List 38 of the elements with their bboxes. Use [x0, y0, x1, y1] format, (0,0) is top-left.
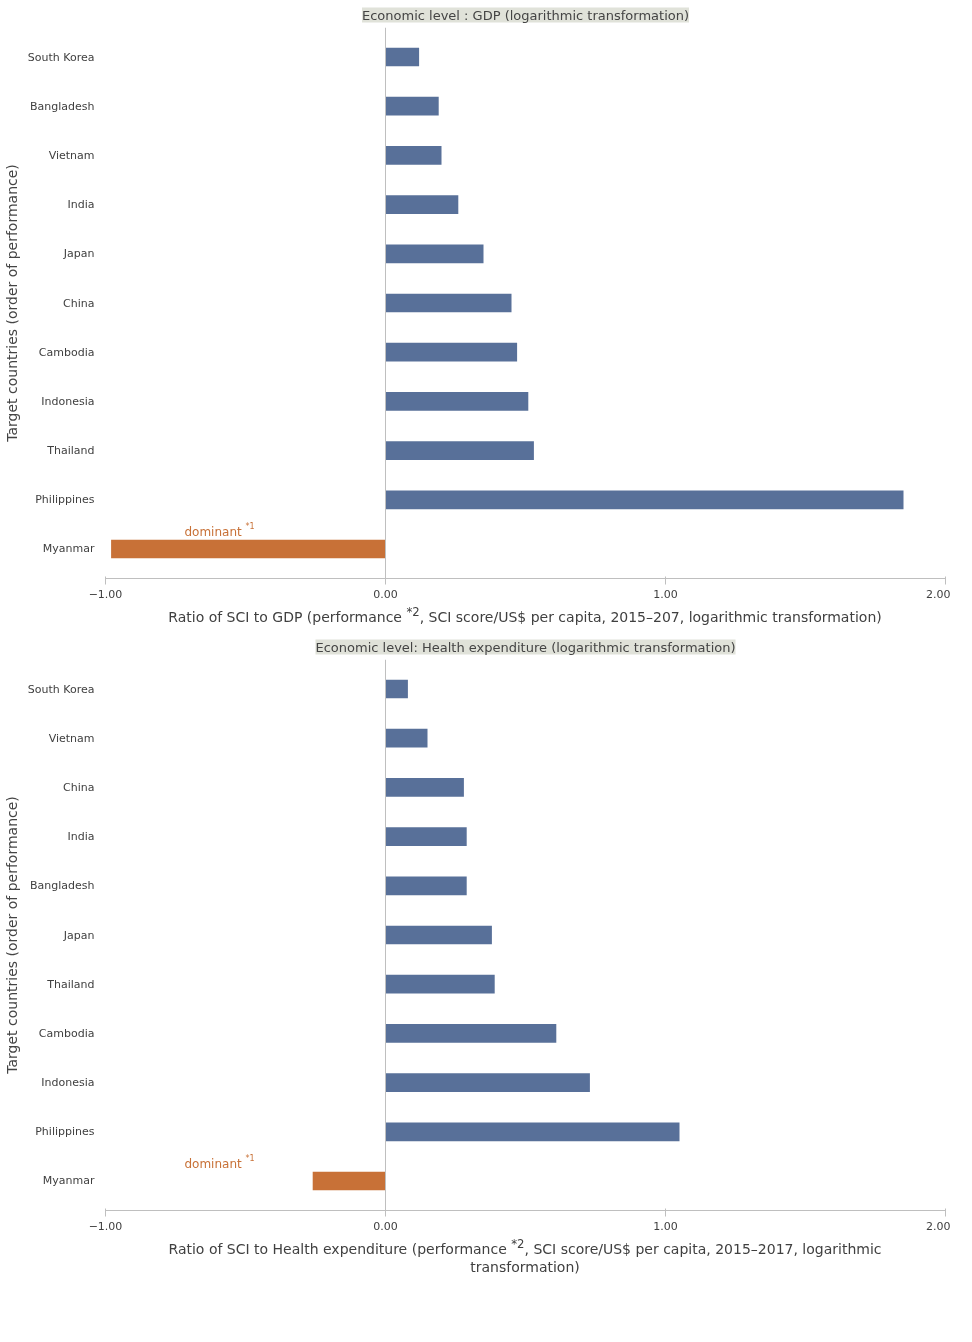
y-tick-label: Vietnam: [48, 148, 95, 162]
y-tick-label: China: [63, 296, 95, 310]
y-tick-label: South Korea: [27, 682, 95, 696]
x-tick-label: 1.00: [653, 1219, 678, 1233]
y-tick-label: Philippines: [35, 1125, 95, 1139]
x-tick-label: 0.00: [373, 587, 398, 601]
y-axis-title: Target countries (order of performance): [3, 796, 20, 1075]
y-tick-label: Indonesia: [41, 394, 95, 408]
x-axis-title: Ratio of SCI to GDP (performance $^{*2}$, SCI score/US$ per capita, 2015–207, logarithmic transformation): [167, 605, 883, 627]
y-tick-label: South Korea: [27, 50, 95, 64]
y-tick-label: Indonesia: [41, 1075, 95, 1089]
y-tick-label: China: [63, 780, 95, 794]
x-axis-title: Ratio of SCI to Health expenditure (performance $^{*2}$, SCI score/US$ per capita, 2015–2017, logarithmic transformation): [167, 1236, 883, 1278]
y-tick-label: India: [67, 198, 95, 212]
y-tick-label: Bangladesh: [30, 879, 95, 893]
y-tick-label: Cambodia: [38, 1026, 95, 1040]
y-tick-label: Japan: [62, 247, 95, 261]
x-tick-label: −1.00: [88, 1219, 123, 1233]
y-tick-label: Myanmar: [42, 1174, 95, 1188]
annotation: dominant *1: [184, 1154, 255, 1171]
x-tick-label: −1.00: [88, 587, 123, 601]
y-tick-label: Cambodia: [38, 345, 95, 359]
annotation: dominant *1: [184, 522, 255, 539]
y-axis-title: Target countries (order of performance): [3, 164, 20, 443]
y-tick-label: Bangladesh: [30, 99, 95, 113]
y-tick-label: Vietnam: [48, 731, 95, 745]
y-tick-label: Thailand: [46, 977, 95, 991]
x-tick-label: 2.00: [926, 587, 951, 601]
chart-title: Economic level : GDP (logarithmic transformation): [361, 7, 690, 23]
y-tick-label: India: [67, 829, 95, 843]
chart-title: Economic level: Health expenditure (logarithmic transformation): [315, 639, 736, 655]
y-tick-label: Thailand: [46, 444, 95, 458]
y-tick-label: Philippines: [35, 493, 95, 507]
y-tick-label: Japan: [62, 928, 95, 942]
x-tick-label: 2.00: [926, 1219, 951, 1233]
x-tick-label: 1.00: [653, 587, 678, 601]
x-tick-label: 0.00: [373, 1219, 398, 1233]
y-tick-label: Myanmar: [42, 542, 95, 556]
